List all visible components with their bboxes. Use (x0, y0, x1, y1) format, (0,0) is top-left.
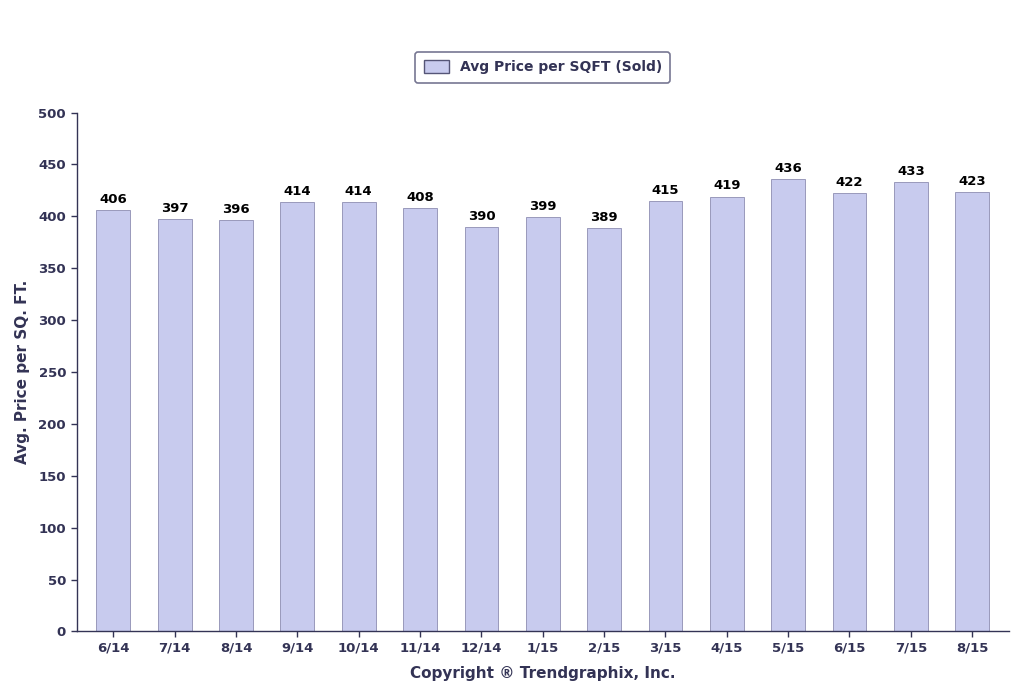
Bar (648, 200, 682, 631)
Text: 414: 414 (345, 184, 373, 198)
Bar (771, 179, 805, 631)
Text: 436: 436 (774, 161, 802, 175)
Text: 396: 396 (222, 203, 250, 216)
Bar (403, 208, 437, 631)
Bar (342, 202, 376, 631)
Text: 423: 423 (958, 175, 986, 189)
Legend: Avg Price per SQFT (Sold): Avg Price per SQFT (Sold) (416, 52, 671, 83)
Text: 399: 399 (529, 200, 556, 213)
Text: 408: 408 (407, 191, 434, 204)
Bar (710, 196, 743, 631)
Bar (894, 182, 928, 631)
Text: 419: 419 (713, 180, 740, 192)
Bar (158, 219, 191, 631)
Bar (833, 193, 866, 631)
Text: 433: 433 (897, 165, 925, 178)
Bar (219, 221, 253, 631)
Text: 415: 415 (651, 184, 679, 196)
Bar (955, 192, 989, 631)
Text: 422: 422 (836, 176, 863, 189)
Text: 397: 397 (161, 203, 188, 215)
Bar (96, 210, 130, 631)
Bar (526, 217, 560, 631)
Bar (281, 202, 314, 631)
Text: 389: 389 (590, 211, 617, 223)
X-axis label: Copyright ® Trendgraphix, Inc.: Copyright ® Trendgraphix, Inc. (410, 666, 676, 681)
Text: 406: 406 (99, 193, 127, 206)
Text: 390: 390 (468, 209, 496, 223)
Y-axis label: Avg. Price per SQ. FT.: Avg. Price per SQ. FT. (15, 280, 30, 464)
Bar (465, 227, 499, 631)
Bar (587, 228, 621, 631)
Text: 414: 414 (284, 184, 311, 198)
